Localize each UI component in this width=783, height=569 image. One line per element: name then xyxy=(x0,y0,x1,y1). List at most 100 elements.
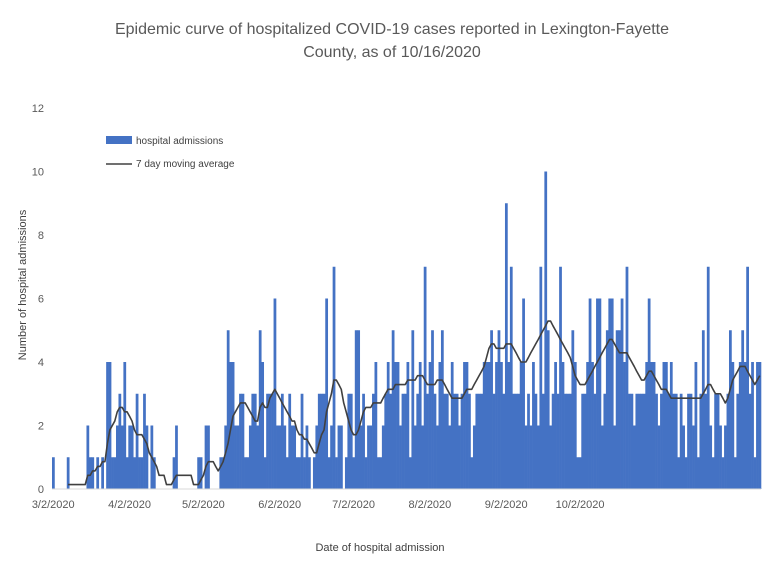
x-tick-label: 5/2/2020 xyxy=(182,499,225,511)
admission-bar xyxy=(669,362,673,489)
admission-bar xyxy=(327,457,331,489)
admission-bar xyxy=(175,425,178,489)
admission-bar xyxy=(431,330,434,489)
admission-bar xyxy=(96,457,100,489)
admission-bar xyxy=(679,393,683,489)
admission-bar xyxy=(231,362,235,489)
admission-bar xyxy=(615,330,619,489)
admission-bar xyxy=(507,362,511,489)
admission-bar xyxy=(118,393,122,489)
admission-bar xyxy=(86,425,90,489)
admission-bar xyxy=(692,425,695,489)
admission-bar xyxy=(253,393,257,489)
admission-bar xyxy=(241,393,245,489)
admission-bar xyxy=(372,393,375,489)
admission-bar xyxy=(721,457,725,489)
admission-bar xyxy=(652,362,656,489)
admission-bar xyxy=(386,362,390,489)
admission-bar xyxy=(443,393,447,489)
admission-bar xyxy=(637,393,641,489)
admission-bar xyxy=(756,362,759,489)
admission-bar xyxy=(468,393,471,489)
admission-bar xyxy=(514,393,518,489)
admission-bar xyxy=(349,393,353,489)
admission-bar xyxy=(573,362,577,489)
admission-bar xyxy=(578,457,582,489)
admission-bar xyxy=(116,425,119,489)
admission-bar xyxy=(726,393,730,489)
admission-bar xyxy=(497,330,501,489)
admission-bar xyxy=(199,457,203,489)
admission-bar xyxy=(588,298,592,489)
admission-bar xyxy=(628,393,631,489)
admission-bar xyxy=(401,393,405,489)
admission-bar xyxy=(261,362,265,489)
admission-bar xyxy=(108,362,112,489)
admission-bar xyxy=(522,298,525,489)
admission-bar xyxy=(143,393,146,489)
admission-bar xyxy=(758,362,762,489)
admission-bar xyxy=(556,393,560,489)
x-tick-label: 6/2/2020 xyxy=(258,499,301,511)
admission-bar xyxy=(706,266,710,489)
admission-bar xyxy=(312,457,316,489)
admission-bar xyxy=(571,330,575,489)
admission-bar xyxy=(330,425,333,489)
y-tick-label: 0 xyxy=(38,484,44,496)
admission-bar xyxy=(529,425,533,489)
admission-bar xyxy=(642,393,646,489)
admission-bar xyxy=(748,393,752,489)
admission-bar xyxy=(598,298,602,489)
admission-bar xyxy=(396,362,400,489)
admission-bar xyxy=(632,425,636,489)
y-tick-label: 10 xyxy=(32,167,44,179)
admission-bar xyxy=(111,457,114,489)
admission-bar xyxy=(273,298,277,489)
admission-bar xyxy=(482,362,486,489)
y-axis-label: Number of hospital admissions xyxy=(17,209,29,360)
admission-bar xyxy=(541,393,545,489)
admission-bar xyxy=(743,362,747,489)
admission-bar xyxy=(128,425,132,489)
admission-bar xyxy=(293,425,297,489)
admission-bar xyxy=(711,457,715,489)
admission-bar xyxy=(714,393,717,489)
admission-bar xyxy=(133,457,137,489)
admission-bar xyxy=(709,425,713,489)
admission-bar xyxy=(369,425,373,489)
admission-bar xyxy=(512,393,516,489)
admission-bar xyxy=(741,330,745,489)
admission-bar xyxy=(509,266,513,489)
admission-bar xyxy=(219,457,223,489)
admission-bar xyxy=(682,425,685,489)
admission-bar xyxy=(613,425,617,489)
admission-bar xyxy=(413,425,417,489)
x-tick-label: 9/2/2020 xyxy=(485,499,528,511)
admission-bar xyxy=(66,457,70,489)
admission-bar xyxy=(303,457,306,489)
admission-bar xyxy=(716,393,720,489)
admission-bar xyxy=(138,457,141,489)
admission-bar xyxy=(204,425,208,489)
admission-bar xyxy=(650,362,653,489)
admission-bar xyxy=(207,425,210,489)
admission-bar xyxy=(152,457,156,489)
admission-bar xyxy=(408,457,412,489)
admission-bar xyxy=(687,393,690,489)
x-tick-label: 10/2/2020 xyxy=(556,499,605,511)
admission-bar xyxy=(753,457,757,489)
admission-bar xyxy=(554,362,557,489)
admission-bar xyxy=(352,457,356,489)
admission-bar xyxy=(477,393,481,489)
admission-bar xyxy=(544,171,548,489)
admission-bar xyxy=(256,425,260,489)
admission-bar xyxy=(455,393,459,489)
admission-bar xyxy=(362,393,365,489)
admission-bar xyxy=(591,362,594,489)
admission-bar xyxy=(335,457,338,489)
admission-bar xyxy=(539,266,543,489)
admission-bar xyxy=(248,425,252,489)
admission-bar xyxy=(344,457,348,489)
admission-bar xyxy=(354,330,358,489)
admission-bar xyxy=(470,457,474,489)
